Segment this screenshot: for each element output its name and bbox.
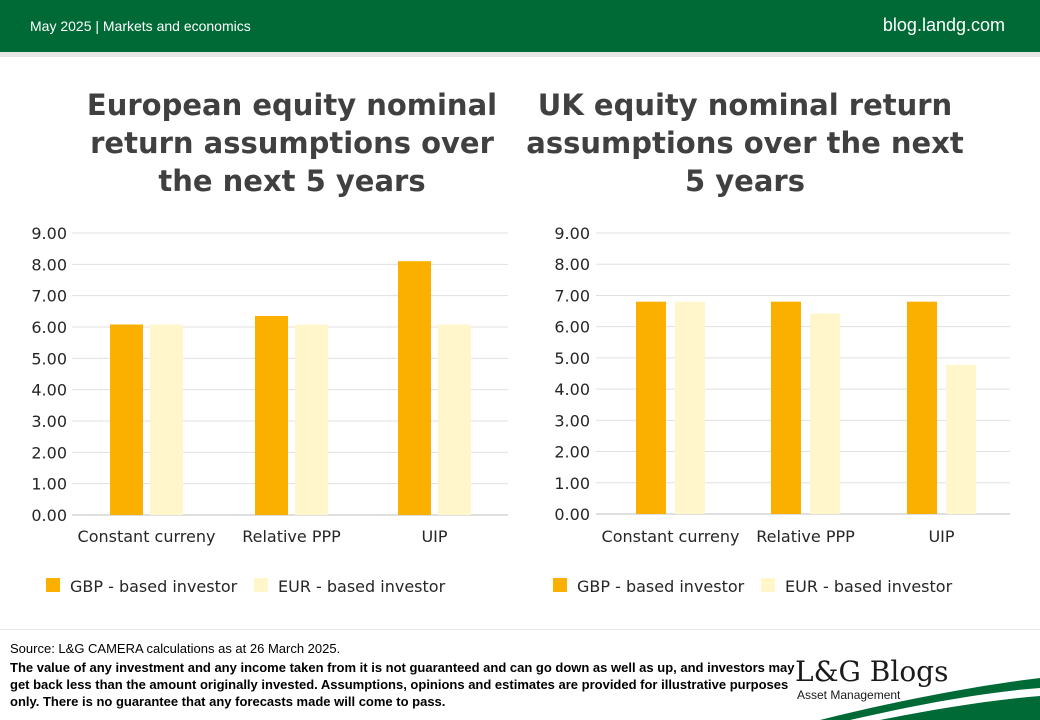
site-link[interactable]: blog.landg.com (882, 15, 1005, 35)
y-tick-label: 8.00 (554, 255, 590, 274)
bar-gbp-1 (771, 301, 801, 514)
bar-gbp-0 (110, 324, 143, 515)
category-label: Constant curreny (602, 527, 740, 546)
bar-eur-0 (675, 301, 705, 514)
chart-title-uk: UK equity nominal return assumptions ove… (526, 88, 964, 198)
bar-eur-0 (150, 324, 183, 515)
legend-label: EUR - based investor (278, 577, 446, 596)
category-label: UIP (421, 527, 447, 546)
bar-eur-2 (438, 324, 471, 515)
bar-gbp-2 (398, 261, 431, 515)
y-tick-label: 0.00 (554, 505, 590, 524)
y-tick-label: 4.00 (554, 380, 590, 399)
y-tick-label: 2.00 (31, 443, 67, 462)
legend-label: GBP - based investor (70, 577, 238, 596)
y-tick-label: 2.00 (554, 443, 590, 462)
y-tick-label: 5.00 (31, 349, 67, 368)
y-tick-label: 6.00 (31, 318, 67, 337)
category-label: Constant curreny (78, 527, 216, 546)
bar-gbp-2 (907, 301, 937, 514)
legend-swatch-gbp (553, 578, 567, 592)
bar-eur-1 (295, 324, 328, 515)
category-label: Relative PPP (756, 527, 855, 546)
y-tick-label: 3.00 (554, 411, 590, 430)
chart-title-european: European equity nominal return assumptio… (86, 88, 498, 198)
risk-disclaimer: The value of any investment and any inco… (10, 660, 795, 709)
bar-gbp-0 (636, 301, 666, 514)
y-tick-label: 4.00 (31, 381, 67, 400)
legend-label: EUR - based investor (785, 577, 953, 596)
top-banner: May 2025 | Markets and economics blog.la… (0, 0, 1040, 52)
category-label: UIP (928, 527, 954, 546)
legend-swatch-eur (254, 578, 268, 592)
y-tick-label: 6.00 (554, 318, 590, 337)
y-tick-label: 1.00 (554, 474, 590, 493)
brand-logo: L&G Blogs (795, 655, 949, 688)
y-tick-label: 9.00 (31, 224, 67, 243)
y-tick-label: 7.00 (31, 287, 67, 306)
bar-eur-1 (810, 313, 840, 514)
legend-label: GBP - based investor (577, 577, 745, 596)
bar-gbp-1 (255, 316, 288, 515)
header-divider (0, 52, 1040, 57)
y-tick-label: 0.00 (31, 506, 67, 525)
source-note: Source: L&G CAMERA calculations as at 26… (10, 641, 341, 656)
date-and-category: May 2025 | Markets and economics (30, 18, 251, 34)
y-tick-label: 1.00 (31, 475, 67, 494)
y-tick-label: 5.00 (554, 349, 590, 368)
y-tick-label: 8.00 (31, 255, 67, 274)
brand-logo-subtitle: Asset Management (797, 688, 901, 702)
y-tick-label: 3.00 (31, 412, 67, 431)
y-tick-label: 9.00 (554, 224, 590, 243)
category-label: Relative PPP (242, 527, 341, 546)
bar-eur-2 (946, 364, 976, 514)
y-tick-label: 7.00 (554, 286, 590, 305)
legend-swatch-gbp (46, 578, 60, 592)
legend-swatch-eur (761, 578, 775, 592)
